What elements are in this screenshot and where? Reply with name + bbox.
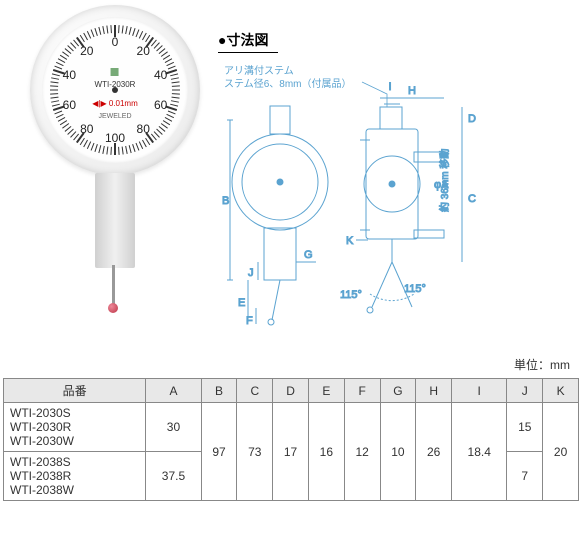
dial-brand: JEWELED — [98, 113, 131, 120]
cell: 18.4 — [452, 403, 507, 501]
stem-note-1: アリ溝付ステム — [224, 64, 294, 77]
col-A: A — [146, 379, 201, 403]
col-H: H — [416, 379, 452, 403]
cell: 17 — [273, 403, 309, 501]
col-J: J — [507, 379, 543, 403]
probe-ball — [108, 303, 118, 313]
cell: 73 — [237, 403, 273, 501]
col-G: G — [380, 379, 416, 403]
svg-text:B: B — [222, 195, 229, 207]
svg-text:J: J — [248, 267, 254, 279]
col-K: K — [543, 379, 579, 403]
cell: 15 — [507, 403, 543, 452]
svg-text:115°: 115° — [340, 289, 362, 301]
cell: 97 — [201, 403, 237, 501]
cell: 7 — [507, 452, 543, 501]
stem — [95, 173, 135, 268]
svg-text:115°: 115° — [404, 283, 426, 295]
cell: 12 — [344, 403, 380, 501]
product-photo: 02040608010080604020 WTI-2030R ◀|▶ 0.01m… — [10, 5, 200, 305]
dial-face: 02040608010080604020 WTI-2030R ◀|▶ 0.01m… — [42, 17, 188, 163]
dial-spec: ◀|▶ 0.01mm — [92, 99, 138, 108]
svg-text:D: D — [468, 113, 476, 125]
svg-text:F: F — [246, 315, 253, 327]
dimension-diagram: アリ溝付ステム ステム径6、8mm（付属品） B E F G J — [212, 62, 572, 352]
spec-table: 品番ABCDEFGHIJK WTI-2030SWTI-2030RWTI-2030… — [3, 378, 579, 501]
svg-text:C: C — [468, 193, 476, 205]
col-F: F — [344, 379, 380, 403]
col-D: D — [273, 379, 309, 403]
svg-text:約 36mm 移動: 約 36mm 移動 — [438, 149, 451, 212]
cell: 20 — [543, 403, 579, 501]
dial-model: WTI-2030R — [95, 68, 136, 89]
col-品番: 品番 — [4, 379, 146, 403]
cell: WTI-2038SWTI-2038RWTI-2038W — [4, 452, 146, 501]
svg-text:K: K — [346, 235, 354, 247]
cell: 10 — [380, 403, 416, 501]
svg-text:E: E — [238, 297, 245, 309]
col-C: C — [237, 379, 273, 403]
col-I: I — [452, 379, 507, 403]
cell: 16 — [308, 403, 344, 501]
dial-center — [112, 87, 118, 93]
dial-bezel: 02040608010080604020 WTI-2030R ◀|▶ 0.01m… — [30, 5, 200, 175]
probe — [112, 265, 115, 305]
cell: 30 — [146, 403, 201, 452]
svg-text:I: I — [388, 81, 391, 93]
cell: 26 — [416, 403, 452, 501]
dimensions-title: ●寸法図 — [218, 30, 268, 50]
stem-note-2: ステム径6、8mm（付属品） — [224, 77, 351, 90]
unit-label: 単位：mm — [514, 356, 570, 373]
cell: 37.5 — [146, 452, 201, 501]
col-E: E — [308, 379, 344, 403]
svg-text:H: H — [408, 85, 416, 97]
col-B: B — [201, 379, 237, 403]
svg-text:G: G — [304, 249, 313, 261]
cell: WTI-2030SWTI-2030RWTI-2030W — [4, 403, 146, 452]
